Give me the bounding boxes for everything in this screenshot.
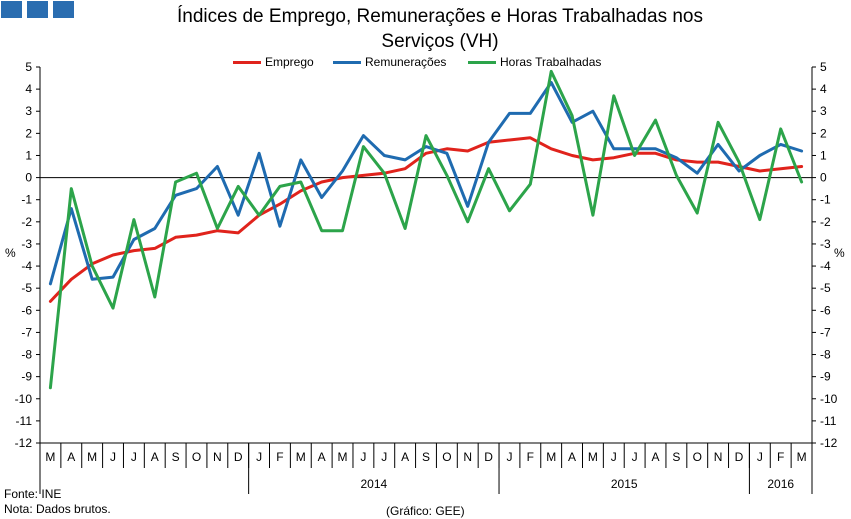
x-tick-label: A — [652, 450, 660, 464]
y-tick-label-left: 3 — [25, 104, 32, 118]
x-tick-label: D — [234, 450, 243, 464]
year-label: 2016 — [767, 477, 794, 491]
x-tick-label: A — [151, 450, 159, 464]
chart-title-line-2: Serviços (VH) — [381, 31, 499, 52]
y-tick-label-left: -6 — [21, 303, 32, 317]
y-tick-label-right: -9 — [820, 370, 831, 384]
x-tick-label: F — [527, 450, 534, 464]
legend-label-horas: Horas Trabalhadas — [500, 55, 602, 69]
chart-title: Índices de Emprego, Remunerações e Horas… — [60, 4, 820, 54]
y-tick-label-left: -9 — [21, 370, 32, 384]
y-tick-label-left: -1 — [21, 193, 32, 207]
x-tick-label: M — [87, 450, 97, 464]
legend-swatch-emprego — [233, 61, 261, 64]
y-tick-label-right: -1 — [820, 193, 831, 207]
x-tick-label: J — [131, 450, 137, 464]
x-tick-label: N — [213, 450, 222, 464]
footer-note: Nota: Dados brutos. — [4, 502, 111, 516]
x-tick-label: J — [632, 450, 638, 464]
x-tick-label: J — [360, 450, 366, 464]
series-line-emprego — [48, 136, 804, 303]
x-tick-label: J — [611, 450, 617, 464]
y-tick-label-left: -2 — [21, 215, 32, 229]
y-tick-label-right: 5 — [820, 60, 827, 74]
x-tick-label: J — [256, 450, 262, 464]
x-tick-label: M — [588, 450, 598, 464]
y-tick-label-right: -8 — [820, 348, 831, 362]
year-label: 2015 — [611, 477, 638, 491]
y-tick-label-right: 1 — [820, 148, 827, 162]
y-tick-label-right: -4 — [820, 259, 831, 273]
x-tick-label: A — [67, 450, 75, 464]
x-tick-label: J — [506, 450, 512, 464]
x-tick-label: M — [338, 450, 348, 464]
year-label: 2014 — [360, 477, 387, 491]
logo-block-1 — [1, 1, 22, 18]
y-tick-label-right: -10 — [820, 392, 838, 406]
y-tick-label-right: -5 — [820, 281, 831, 295]
logo-block-3 — [53, 1, 74, 18]
x-tick-label: S — [172, 450, 180, 464]
y-tick-label-left: -10 — [15, 392, 33, 406]
y-tick-label-right: 2 — [820, 126, 827, 140]
y-axis-label-right: % — [834, 246, 845, 260]
y-tick-label-left: 2 — [25, 126, 32, 140]
x-tick-label: F — [276, 450, 283, 464]
y-tick-label-left: -11 — [16, 414, 33, 428]
x-tick-label: N — [714, 450, 723, 464]
x-tick-label: M — [797, 450, 807, 464]
y-tick-label-left: -3 — [21, 237, 32, 251]
x-tick-label: M — [546, 450, 556, 464]
y-tick-label-left: 0 — [25, 171, 32, 185]
footer-credit: (Gráfico: GEE) — [386, 504, 465, 518]
legend-label-remuneracoes: Remunerações — [365, 55, 447, 69]
y-tick-label-right: -11 — [820, 414, 837, 428]
x-tick-label: J — [757, 450, 763, 464]
x-tick-label: F — [777, 450, 784, 464]
y-tick-label-right: -2 — [820, 215, 831, 229]
x-tick-label: O — [442, 450, 451, 464]
x-tick-label: N — [463, 450, 472, 464]
series-line-horas-trabalhadas — [48, 69, 804, 390]
legend-swatch-remuneracoes — [333, 61, 361, 64]
x-tick-label: M — [45, 450, 55, 464]
y-tick-label-right: -6 — [820, 303, 831, 317]
x-tick-label: A — [401, 450, 409, 464]
x-tick-label: J — [110, 450, 116, 464]
x-tick-label: S — [672, 450, 680, 464]
y-tick-label-right: -7 — [820, 325, 831, 339]
y-tick-label-left: -12 — [15, 436, 33, 450]
y-tick-label-left: 5 — [25, 60, 32, 74]
legend-swatch-horas — [468, 61, 496, 64]
logo-block-2 — [27, 1, 48, 18]
y-axis-label-left: % — [5, 246, 16, 260]
chart-title-line-1: Índices de Emprego, Remunerações e Horas… — [177, 6, 703, 27]
legend-label-emprego: Emprego — [265, 55, 314, 69]
y-tick-label-left: -5 — [21, 281, 32, 295]
x-tick-label: O — [192, 450, 201, 464]
x-tick-label: D — [484, 450, 493, 464]
y-tick-label-right: 3 — [820, 104, 827, 118]
y-tick-label-left: -4 — [21, 259, 32, 273]
x-tick-label: S — [422, 450, 430, 464]
series-line-remunera-es — [48, 81, 804, 286]
x-tick-label: J — [381, 450, 387, 464]
x-tick-label: A — [568, 450, 576, 464]
y-tick-label-right: -12 — [820, 436, 838, 450]
y-tick-label-left: -8 — [21, 348, 32, 362]
x-tick-label: A — [318, 450, 326, 464]
y-tick-label-right: 0 — [820, 171, 827, 185]
y-tick-label-right: 4 — [820, 82, 827, 96]
y-tick-label-left: 1 — [25, 148, 32, 162]
footer-source: Fonte: INE — [4, 487, 62, 501]
x-tick-label: D — [735, 450, 744, 464]
x-tick-label: M — [296, 450, 306, 464]
y-tick-label-left: 4 — [25, 82, 32, 96]
y-tick-label-left: -7 — [21, 325, 32, 339]
y-tick-label-right: -3 — [820, 237, 831, 251]
x-tick-label: O — [693, 450, 702, 464]
